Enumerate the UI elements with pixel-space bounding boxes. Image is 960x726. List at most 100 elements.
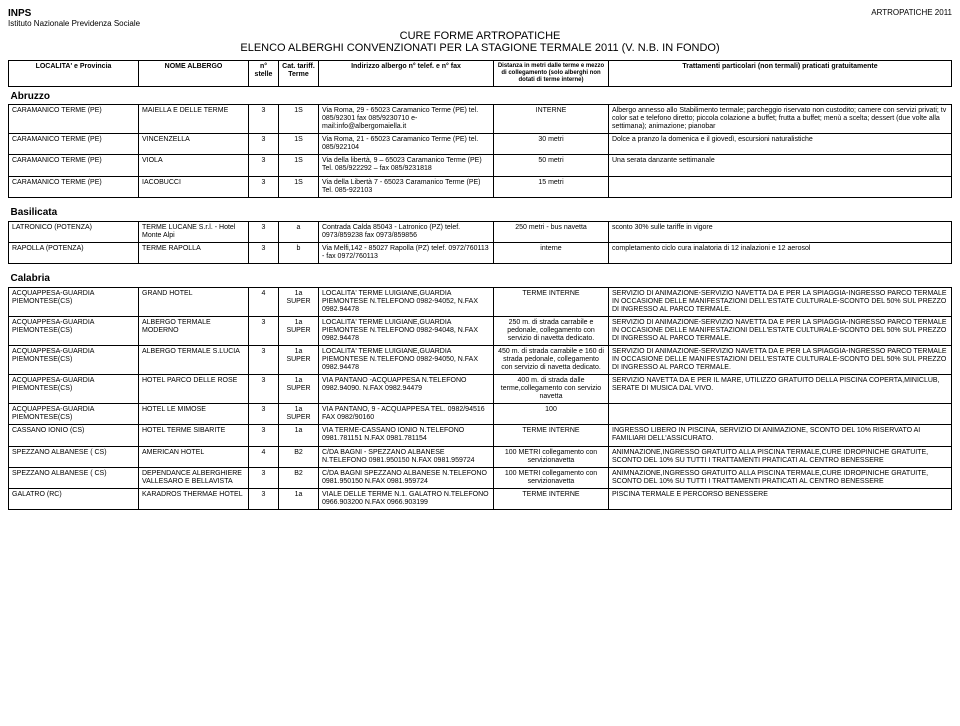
cell-stars: 3 (249, 467, 279, 488)
table-header-row: LOCALITA' e Provincia NOME ALBERGO n° st… (9, 61, 952, 87)
cell-stars: 3 (249, 404, 279, 425)
cell-cat: 1S (279, 155, 319, 176)
cell-treat: sconto 30% sulle tariffe in vigore (609, 221, 952, 242)
cell-addr: LOCALITA' TERME LUIGIANE,GUARDIA PIEMONT… (319, 287, 494, 316)
title-line2: ELENCO ALBERGHI CONVENZIONATI PER LA STA… (8, 42, 952, 54)
cell-loc: CASSANO IONIO (CS) (9, 425, 139, 446)
cell-loc: CARAMANICO TERME (PE) (9, 176, 139, 197)
cell-loc: RAPOLLA (POTENZA) (9, 242, 139, 263)
cell-dist: 30 metri (494, 134, 609, 155)
cell-addr: Via della Libertà 7 - 65023 Caramanico T… (319, 176, 494, 197)
cell-cat: 1a SUPER (279, 346, 319, 375)
region-name: Calabria (9, 269, 952, 287)
cell-addr: Via della libertà, 9 – 65023 Caramanico … (319, 155, 494, 176)
cell-dist: TERME INTERNE (494, 488, 609, 509)
cell-cat: 1S (279, 134, 319, 155)
cell-dist: 15 metri (494, 176, 609, 197)
cell-dist: 400 m. di strada dalle terme,collegament… (494, 375, 609, 404)
cell-cat: a (279, 221, 319, 242)
cell-dist: 100 METRI collegamento con servizionavet… (494, 446, 609, 467)
header-cat: Cat. tariff. Terme (279, 61, 319, 87)
cell-treat: completamento ciclo cura inalatoria di 1… (609, 242, 952, 263)
hotels-table: LOCALITA' e Provincia NOME ALBERGO n° st… (8, 60, 952, 510)
cell-dist: INTERNE (494, 105, 609, 134)
cell-hotel: TERME RAPOLLA (139, 242, 249, 263)
cell-loc: CARAMANICO TERME (PE) (9, 105, 139, 134)
table-row: CASSANO IONIO (CS)HOTEL TERME SIBARITE31… (9, 425, 952, 446)
header-stars: n° stelle (249, 61, 279, 87)
cell-treat (609, 176, 952, 197)
cell-stars: 3 (249, 346, 279, 375)
cell-dist: 50 metri (494, 155, 609, 176)
cell-cat: b (279, 242, 319, 263)
cell-addr: Via Melfi,142 - 85027 Rapolla (PZ) telef… (319, 242, 494, 263)
cell-hotel: GRAND HOTEL (139, 287, 249, 316)
cell-stars: 3 (249, 221, 279, 242)
org-subtitle: Istituto Nazionale Previdenza Sociale (8, 19, 140, 28)
cell-hotel: HOTEL PARCO DELLE ROSE (139, 375, 249, 404)
cell-cat: 1a SUPER (279, 316, 319, 345)
cell-treat: SERVIZIO NAVETTA DA E PER IL MARE, UTILI… (609, 375, 952, 404)
cell-stars: 3 (249, 425, 279, 446)
cell-addr: Via Roma, 29 - 65023 Caramanico Terme (P… (319, 105, 494, 134)
cell-hotel: MAIELLA E DELLE TERME (139, 105, 249, 134)
cell-treat: Una serata danzante settimanale (609, 155, 952, 176)
cell-dist: 100 (494, 404, 609, 425)
cell-hotel: TERME LUCANE S.r.l. - Hotel Monte Alpi (139, 221, 249, 242)
cell-loc: ACQUAPPESA-GUARDIA PIEMONTESE(CS) (9, 316, 139, 345)
cell-dist: 250 metri - bus navetta (494, 221, 609, 242)
cell-treat: SERVIZIO DI ANIMAZIONE-SERVIZIO NAVETTA … (609, 346, 952, 375)
cell-loc: CARAMANICO TERME (PE) (9, 134, 139, 155)
table-row: CARAMANICO TERME (PE)VIOLA31SVia della l… (9, 155, 952, 176)
cell-treat: Albergo annesso allo Stabilimento termal… (609, 105, 952, 134)
cell-stars: 4 (249, 446, 279, 467)
cell-loc: ACQUAPPESA-GUARDIA PIEMONTESE(CS) (9, 287, 139, 316)
cell-stars: 3 (249, 242, 279, 263)
cell-hotel: VINCENZELLA (139, 134, 249, 155)
header-hotel: NOME ALBERGO (139, 61, 249, 87)
cell-cat: 1a SUPER (279, 404, 319, 425)
table-row: CARAMANICO TERME (PE)VINCENZELLA31SVia R… (9, 134, 952, 155)
table-row: CARAMANICO TERME (PE)MAIELLA E DELLE TER… (9, 105, 952, 134)
cell-hotel: KARADROS THERMAE HOTEL (139, 488, 249, 509)
region-header: Basilicata (9, 203, 952, 221)
cell-stars: 3 (249, 488, 279, 509)
cell-stars: 4 (249, 287, 279, 316)
table-row: ACQUAPPESA-GUARDIA PIEMONTESE(CS)HOTEL L… (9, 404, 952, 425)
cell-cat: 1a (279, 488, 319, 509)
table-row: CARAMANICO TERME (PE)IACOBUCCI31SVia del… (9, 176, 952, 197)
doc-tag: ARTROPATICHE 2011 (871, 8, 952, 17)
cell-addr: VIA PANTANO -ACQUAPPESA N.TELEFONO 0982.… (319, 375, 494, 404)
cell-addr: Via Roma, 21 - 65023 Caramanico Terme (P… (319, 134, 494, 155)
cell-stars: 3 (249, 134, 279, 155)
cell-hotel: IACOBUCCI (139, 176, 249, 197)
cell-cat: 1S (279, 105, 319, 134)
cell-treat: Dolce a pranzo la domenica e il giovedì,… (609, 134, 952, 155)
header-loc: LOCALITA' e Provincia (9, 61, 139, 87)
cell-hotel: ALBERGO TERMALE MODERNO (139, 316, 249, 345)
cell-loc: ACQUAPPESA-GUARDIA PIEMONTESE(CS) (9, 346, 139, 375)
cell-hotel: VIOLA (139, 155, 249, 176)
table-row: ACQUAPPESA-GUARDIA PIEMONTESE(CS)ALBERGO… (9, 316, 952, 345)
cell-dist: interne (494, 242, 609, 263)
cell-stars: 3 (249, 105, 279, 134)
cell-stars: 3 (249, 176, 279, 197)
cell-stars: 3 (249, 316, 279, 345)
header-treat: Trattamenti particolari (non termali) pr… (609, 61, 952, 87)
cell-hotel: DEPENDANCE ALBERGHIERE VALLESARO E BELLA… (139, 467, 249, 488)
cell-cat: 1a SUPER (279, 375, 319, 404)
cell-dist: TERME INTERNE (494, 287, 609, 316)
cell-loc: SPEZZANO ALBANESE ( CS) (9, 446, 139, 467)
cell-treat: SERVIZIO DI ANIMAZIONE-SERVIZIO NAVETTA … (609, 287, 952, 316)
cell-treat: PISCINA TERMALE E PERCORSO BENESSERE (609, 488, 952, 509)
cell-cat: B2 (279, 446, 319, 467)
title-line1: CURE FORME ARTROPATICHE (8, 30, 952, 42)
cell-addr: VIA PANTANO, 9 - ACQUAPPESA TEL. 0982/94… (319, 404, 494, 425)
table-row: SPEZZANO ALBANESE ( CS)AMERICAN HOTEL4B2… (9, 446, 952, 467)
cell-addr: C/DA BAGNI - SPEZZANO ALBANESE N.TELEFON… (319, 446, 494, 467)
table-row: ACQUAPPESA-GUARDIA PIEMONTESE(CS)ALBERGO… (9, 346, 952, 375)
cell-dist: 100 METRI collegamento con servizionavet… (494, 467, 609, 488)
cell-loc: GALATRO (RC) (9, 488, 139, 509)
region-header: Abruzzo (9, 86, 952, 105)
cell-addr: LOCALITA' TERME LUIGIANE,GUARDIA PIEMONT… (319, 346, 494, 375)
